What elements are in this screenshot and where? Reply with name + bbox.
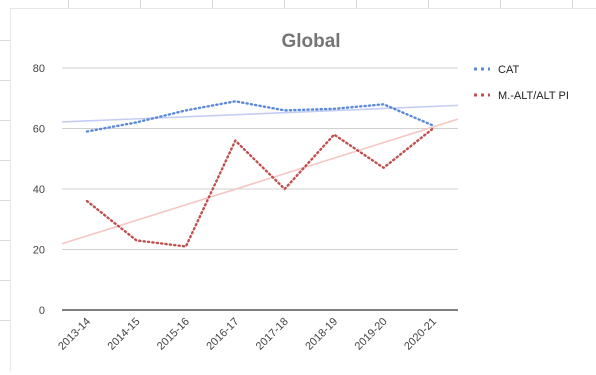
data-point[interactable]: [431, 126, 436, 131]
x-tick-label: 2019-20: [353, 316, 390, 353]
sheet-column-gridline: [284, 0, 285, 8]
data-point[interactable]: [332, 132, 337, 137]
x-tick-label: 2018-19: [303, 316, 340, 353]
sheet-column-gridline: [356, 0, 357, 8]
sheet-row-gridline: [0, 40, 10, 41]
x-tick-label: 2013-14: [56, 316, 93, 353]
y-tick-label: 40: [33, 184, 45, 196]
y-tick-label: 0: [39, 305, 45, 317]
data-point[interactable]: [381, 165, 386, 170]
sheet-row-gridline: [0, 160, 10, 161]
sheet-column-gridline: [500, 0, 501, 8]
sheet-row-gridline: [0, 120, 10, 121]
sheet-column-gridline: [572, 0, 573, 8]
trendline-series-0: [61, 104, 459, 123]
legend-label: CAT: [498, 64, 519, 76]
series-lines: [85, 99, 436, 249]
data-point[interactable]: [233, 99, 238, 104]
sheet-row-gridline: [0, 240, 10, 241]
data-point[interactable]: [183, 244, 188, 249]
sheet-column-gridline: [68, 0, 69, 8]
y-tick-label: 20: [33, 245, 45, 257]
gridlines: [62, 67, 458, 311]
chart-title: Global: [281, 31, 340, 52]
data-point[interactable]: [183, 108, 188, 113]
data-point[interactable]: [282, 187, 287, 192]
legend-label: M.-ALT/ALT PI: [498, 90, 569, 102]
y-tick-label: 60: [33, 124, 45, 136]
sheet-row-gridline: [0, 280, 10, 281]
sheet-row-gridline: [0, 320, 10, 321]
y-tick-label: 80: [33, 63, 45, 75]
x-tick-label: 2016-17: [204, 316, 241, 353]
sheet-column-gridline: [140, 0, 141, 8]
y-axis-tick-labels: 0 20 40 60 80: [33, 63, 45, 317]
series-line-0[interactable]: [85, 100, 435, 133]
x-tick-label: 2020-21: [402, 316, 439, 353]
x-tick-label: 2014-15: [106, 316, 143, 353]
data-point[interactable]: [134, 120, 139, 125]
x-tick-label: 2017-18: [254, 316, 291, 353]
x-tick-label: 2015-16: [155, 316, 192, 353]
data-point[interactable]: [134, 238, 139, 243]
legend: CAT M.-ALT/ALT PI: [474, 64, 569, 102]
data-point[interactable]: [381, 102, 386, 107]
data-point[interactable]: [332, 106, 337, 111]
sheet-row-gridline: [0, 200, 10, 201]
data-point[interactable]: [85, 129, 90, 134]
data-point[interactable]: [282, 108, 287, 113]
x-axis-tick-labels: 2013-14 2014-15 2015-16 2016-17 2017-18 2018-…: [56, 316, 439, 353]
sheet-column-gridline: [428, 0, 429, 8]
sheet-column-gridline: [212, 0, 213, 8]
trendline-series-1: [61, 118, 459, 245]
series-line-1[interactable]: [85, 127, 435, 248]
data-point[interactable]: [85, 199, 90, 204]
data-point[interactable]: [233, 138, 238, 143]
sheet-row-gridline: [0, 80, 10, 81]
